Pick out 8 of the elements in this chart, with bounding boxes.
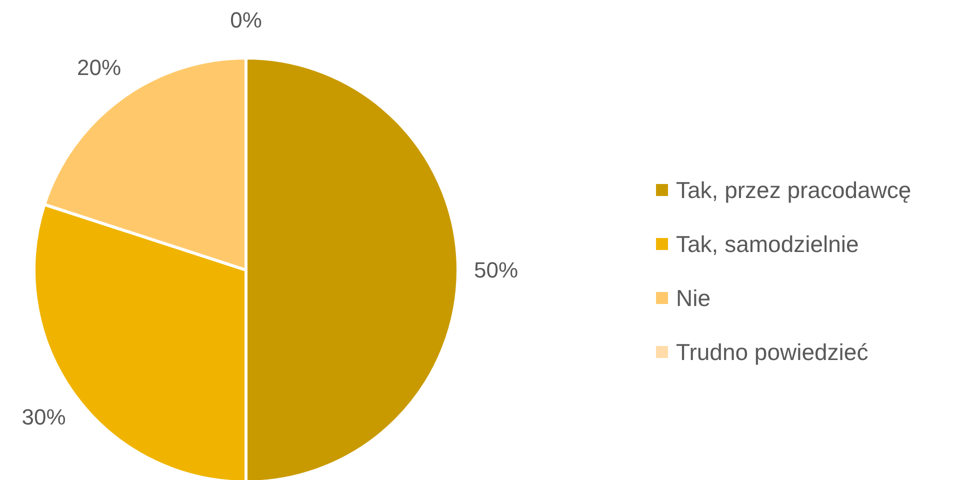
legend-label: Trudno powiedzieć: [676, 339, 868, 365]
legend-label: Nie: [676, 285, 711, 311]
data-label: 20%: [77, 55, 122, 80]
text: 0%: [230, 8, 262, 32]
data-label: 30%: [22, 404, 66, 430]
data-label: 50%: [474, 258, 518, 282]
legend-label: Tak, samodzielnie: [676, 231, 859, 257]
legend-label: Tak, przez pracodawcę: [676, 177, 912, 203]
